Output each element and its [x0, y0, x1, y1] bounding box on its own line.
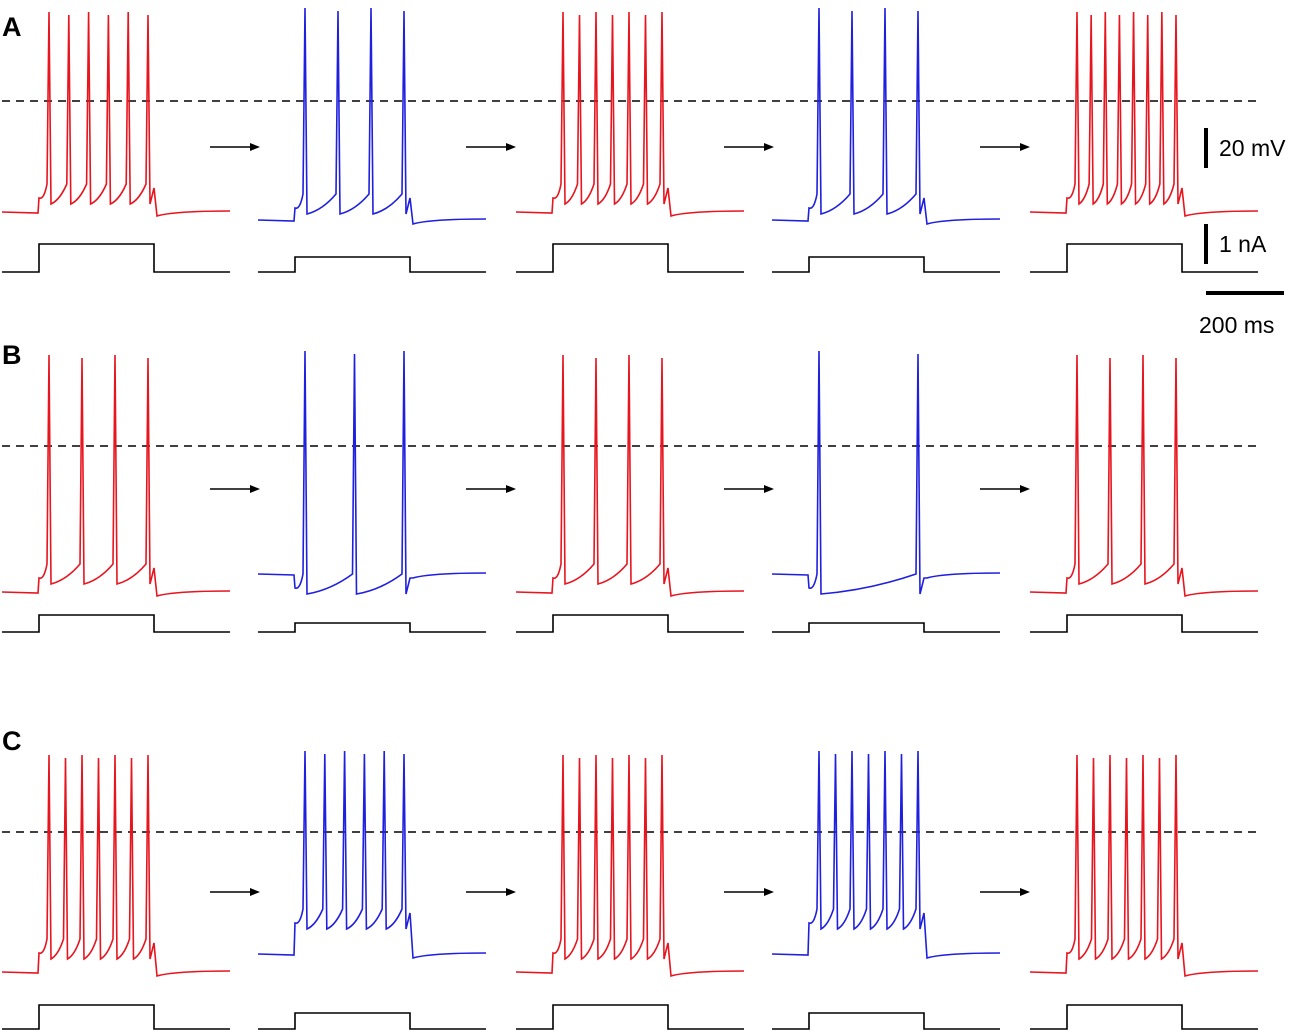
stimulus-step-a-4 — [772, 256, 1000, 273]
stimulus-step-c-5 — [1030, 1004, 1258, 1030]
arrow-icon-c-2 — [466, 888, 516, 896]
arrow-icon-c-3 — [724, 888, 774, 896]
voltage-trace-a-4 — [771, 7, 1001, 226]
time-scale-label: 200 ms — [1199, 312, 1274, 338]
current-scale-label: 1 nA — [1219, 231, 1267, 257]
voltage-trace-a-3 — [515, 11, 745, 218]
arrow-icon-c-4 — [980, 888, 1030, 896]
panel-label-b: B — [2, 340, 22, 370]
stimulus-step-c-3 — [516, 1004, 744, 1030]
arrow-icon-b-3 — [724, 485, 774, 493]
voltage-trace-c-2 — [257, 750, 487, 960]
arrows — [210, 143, 1030, 896]
arrow-icon-a-3 — [724, 143, 774, 151]
arrow-icon-c-1 — [210, 888, 260, 896]
stimulus-step-b-4 — [772, 622, 1000, 633]
stimulus-step-c-1 — [2, 1004, 230, 1030]
panel-label-c: C — [2, 726, 22, 756]
arrow-icon-b-1 — [210, 485, 260, 493]
voltage-trace-c-5 — [1029, 754, 1259, 978]
arrow-icon-b-4 — [980, 485, 1030, 493]
arrow-icon-a-4 — [980, 143, 1030, 151]
voltage-trace-b-4 — [771, 350, 1001, 595]
stimulus-step-c-2 — [258, 1012, 486, 1030]
voltage-trace-a-5 — [1029, 11, 1259, 218]
voltage-trace-b-1 — [1, 354, 231, 598]
panel-label-a: A — [2, 12, 22, 42]
voltage-trace-a-2 — [257, 7, 487, 226]
arrow-icon-b-2 — [466, 485, 516, 493]
stimulus-step-b-2 — [258, 622, 486, 633]
traces — [1, 7, 1259, 978]
stimulus-step-b-1 — [2, 614, 230, 633]
voltage-trace-a-1 — [1, 11, 231, 218]
stimulus-step-c-4 — [772, 1012, 1000, 1030]
voltage-trace-b-2 — [257, 350, 487, 595]
voltage-scale-label: 20 mV — [1219, 135, 1286, 161]
voltage-trace-c-3 — [515, 754, 745, 978]
arrow-icon-a-2 — [466, 143, 516, 151]
stimulus-step-a-1 — [2, 243, 230, 273]
stimulus-step-a-2 — [258, 256, 486, 273]
stimulus-step-a-5 — [1030, 243, 1258, 273]
stimulus-step-b-5 — [1030, 614, 1258, 633]
stimulus-step-b-3 — [516, 614, 744, 633]
arrow-icon-a-1 — [210, 143, 260, 151]
voltage-trace-c-4 — [771, 750, 1001, 960]
voltage-trace-b-3 — [515, 354, 745, 598]
voltage-trace-b-5 — [1029, 354, 1259, 598]
voltage-trace-c-1 — [1, 754, 231, 978]
stimulus-step-a-3 — [516, 243, 744, 273]
stimulus-steps — [2, 243, 1258, 1030]
